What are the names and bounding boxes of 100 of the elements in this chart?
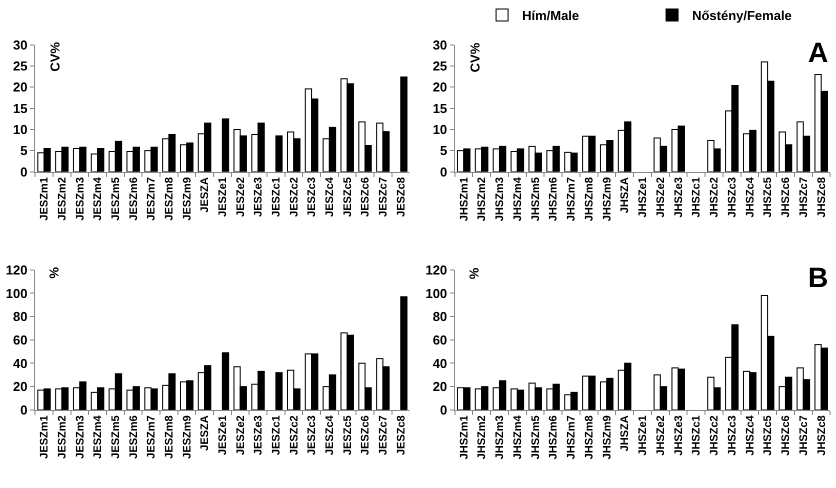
x-tick-label: JESZm6 — [128, 177, 140, 221]
x-tick-label: JHSZm3 — [494, 177, 506, 222]
y-tick-label: 25 — [432, 58, 448, 74]
x-tick-label: JHSZm2 — [476, 415, 488, 460]
x-tick-label: JHSZm4 — [512, 414, 524, 460]
x-tick-label: JESZe2 — [234, 415, 247, 456]
x-tick-label: JESZe3 — [252, 415, 265, 456]
x-tick-label: JESZm6 — [128, 415, 140, 459]
annotation: A — [808, 37, 828, 68]
y-tick-label: 40 — [13, 356, 28, 371]
x-tick-label: JHSZc1 — [690, 415, 703, 456]
x-tick-label: JESZm1 — [38, 177, 51, 221]
x-tick-label: JHSZc6 — [780, 415, 792, 456]
x-tick-label: JHSZc5 — [762, 415, 774, 456]
x-tick-label: JHSZA — [619, 415, 632, 452]
y-tick-label: 5 — [440, 143, 448, 158]
y-tick-label: 120 — [6, 262, 28, 278]
x-tick-label: JESZc7 — [377, 177, 390, 217]
x-tick-label: JHSZe1 — [637, 415, 650, 456]
y-tick-label: 80 — [13, 309, 28, 324]
x-tick-label: JHSZm5 — [530, 415, 542, 460]
x-tick-label: JHSZe3 — [672, 177, 685, 218]
y-axis-title: % — [46, 266, 62, 279]
x-tick-label: JHSZm4 — [512, 176, 524, 222]
x-tick-label: JHSZc1 — [690, 177, 703, 218]
x-tick-label: JHSZm6 — [548, 415, 560, 460]
x-tick-label: JHSZe1 — [637, 177, 650, 218]
x-tick-label: JESZc6 — [360, 415, 372, 456]
x-tick-label: JESZm2 — [56, 415, 68, 459]
y-axis-title: CV% — [48, 42, 63, 72]
legend-label: Nőstény/Female — [692, 8, 792, 24]
y-tick-label: 40 — [432, 356, 448, 371]
x-tick-label: JHSZc4 — [744, 414, 756, 456]
x-tick-label: JHSZc7 — [798, 177, 810, 218]
bar — [400, 296, 408, 410]
annotation: B — [808, 262, 828, 293]
x-tick-label: JESZm9 — [181, 415, 194, 459]
x-tick-label: JHSZc8 — [816, 415, 828, 456]
y-tick-label: 15 — [13, 100, 28, 116]
y-tick-label: 0 — [20, 402, 28, 418]
y-tick-label: 15 — [432, 100, 448, 116]
x-tick-label: JESZA — [199, 415, 212, 451]
x-tick-label: JESZm7 — [146, 177, 158, 221]
x-tick-label: JESZe2 — [234, 177, 247, 217]
x-tick-label: JESZe1 — [216, 415, 229, 456]
x-tick-label: JESZm4 — [92, 414, 104, 459]
y-tick-label: 30 — [432, 37, 448, 52]
y-tick-label: 0 — [20, 164, 28, 180]
y-axis-title: % — [466, 267, 482, 280]
x-tick-label: JESZm1 — [38, 415, 51, 459]
x-tick-label: JHSZc4 — [744, 176, 756, 218]
x-tick-label: JESZc8 — [395, 177, 408, 217]
x-tick-label: JESZc5 — [342, 415, 354, 456]
x-tick-label: JESZc1 — [270, 177, 282, 217]
y-tick-label: 30 — [13, 37, 28, 52]
x-tick-label: JESZm5 — [110, 177, 122, 221]
y-tick-label: 20 — [13, 379, 28, 394]
x-tick-label: JESZm5 — [110, 415, 122, 459]
x-tick-label: JESZc6 — [360, 177, 372, 217]
x-tick-label: JHSZm9 — [601, 177, 614, 222]
x-tick-label: JESZc3 — [306, 177, 318, 217]
bar — [275, 372, 283, 410]
y-tick-label: 25 — [13, 58, 28, 74]
y-tick-label: 120 — [425, 262, 448, 278]
x-tick-label: JHSZc8 — [816, 177, 828, 218]
y-tick-label: 10 — [432, 122, 448, 138]
y-tick-label: 100 — [425, 286, 448, 301]
x-tick-label: JESZc2 — [288, 415, 300, 456]
x-tick-label: JESZm3 — [74, 177, 86, 221]
x-tick-label: JHSZm9 — [601, 415, 614, 460]
x-tick-label: JHSZc7 — [798, 415, 810, 456]
x-tick-label: JESZm8 — [163, 177, 176, 221]
y-tick-label: 80 — [432, 309, 448, 324]
x-tick-label: JESZm7 — [146, 415, 158, 459]
x-tick-label: JHSZe2 — [654, 177, 667, 218]
legend-label: Hím/Male — [522, 8, 580, 24]
x-tick-label: JHSZm1 — [458, 177, 470, 222]
x-tick-label: JHSZe2 — [654, 415, 667, 456]
y-tick-label: 10 — [13, 122, 28, 138]
y-tick-label: 60 — [13, 332, 28, 348]
x-tick-label: JHSZm2 — [476, 177, 488, 222]
y-tick-label: 100 — [6, 286, 28, 301]
x-tick-label: JHSZc2 — [708, 177, 721, 218]
x-tick-label: JHSZm8 — [583, 415, 596, 460]
x-tick-label: JESZc8 — [395, 415, 408, 456]
x-tick-label: JESZc5 — [342, 177, 354, 217]
x-tick-label: JESZc7 — [377, 415, 390, 456]
y-tick-label: 20 — [13, 80, 28, 95]
x-tick-label: JHSZc5 — [762, 177, 774, 218]
x-tick-label: JHSZm7 — [566, 415, 578, 460]
x-tick-label: JESZe3 — [252, 177, 265, 217]
y-axis-title: CV% — [467, 42, 482, 72]
x-tick-label: JHSZm6 — [548, 177, 560, 222]
x-tick-label: JHSZc3 — [726, 415, 738, 456]
x-tick-label: JHSZm7 — [566, 177, 578, 222]
y-tick-label: 20 — [432, 80, 448, 95]
x-tick-label: JHSZc6 — [780, 177, 792, 218]
bar — [275, 135, 283, 172]
x-tick-label: JESZe1 — [216, 177, 229, 217]
x-tick-label: JESZc1 — [270, 415, 282, 456]
